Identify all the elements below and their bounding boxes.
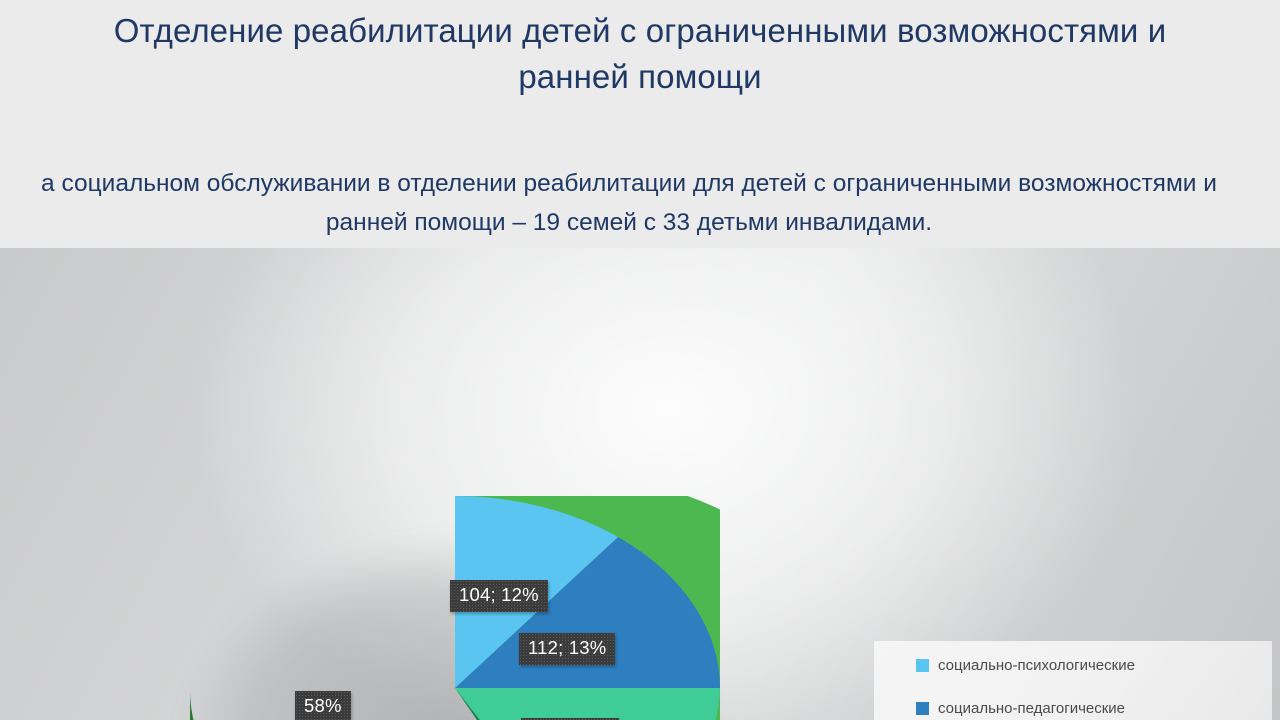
pie-slice-communicative [455, 688, 480, 720]
legend-swatch-icon [916, 702, 929, 715]
slide-header-band: Отделение реабилитации детей с ограничен… [0, 0, 1280, 248]
pie-data-label-social-pedag: 112; 13% [519, 633, 616, 665]
pie-chart-svg [190, 496, 720, 720]
legend-item-social-psych[interactable]: социально-психологические [916, 655, 1135, 676]
chart-legend: социально-психологические социально-педа… [874, 641, 1272, 720]
slide-subtitle: а социальном обслуживании в отделении ре… [41, 170, 1217, 236]
pie-slice-social-med [455, 688, 720, 720]
legend-swatch-icon [916, 659, 929, 672]
pie-data-label-urgent: 58% [295, 691, 351, 720]
legend-item-label: социально-педагогические [938, 700, 1126, 717]
pie-chart-area: 104; 12% 112; 13% 144; 16% 1% 58% социал… [0, 248, 1280, 720]
pie-data-label-social-med: 144; 16% [521, 718, 619, 720]
legend-item-social-pedag[interactable]: социально-педагогические [916, 698, 1125, 719]
legend-item-label: социально-психологические [938, 657, 1135, 674]
pie-data-label-social-psych: 104; 12% [450, 580, 548, 612]
pie-chart [175, 496, 720, 720]
page-title: Отделение реабилитации детей с ограничен… [113, 12, 1167, 95]
